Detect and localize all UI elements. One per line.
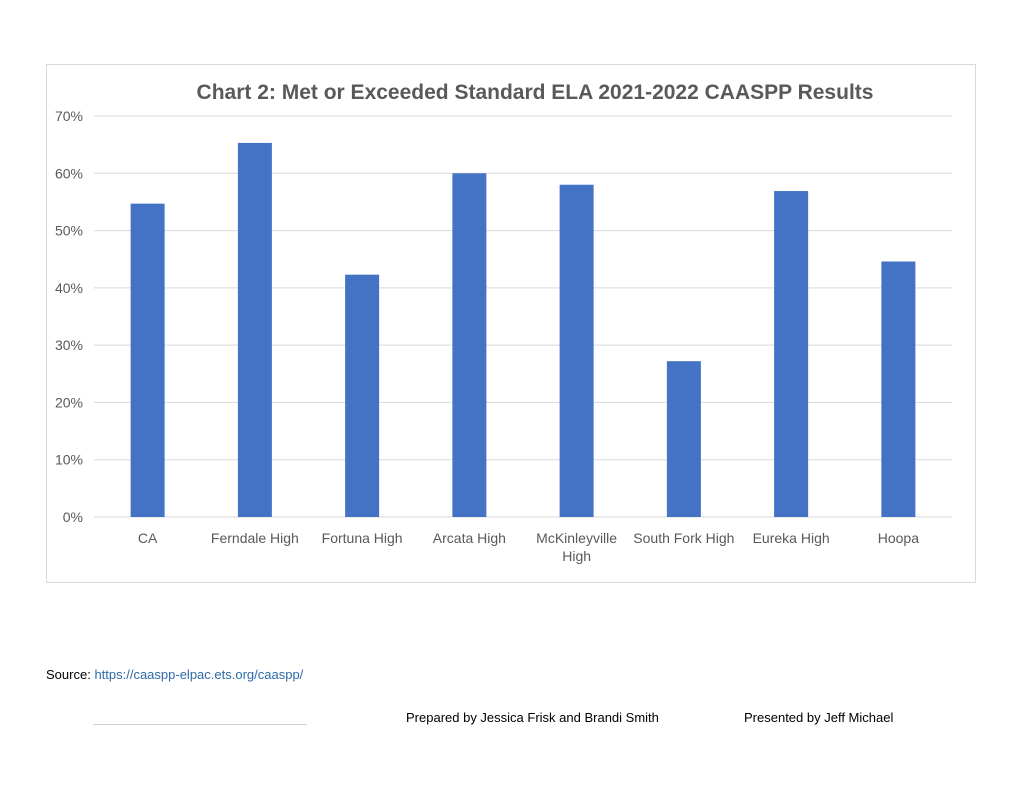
x-tick-label-line: CA <box>138 530 158 546</box>
x-tick-label-line: South Fork High <box>633 530 734 546</box>
bar-4 <box>559 184 594 517</box>
bar-3 <box>452 173 487 517</box>
bar-7 <box>881 261 916 517</box>
y-tick-label: 30% <box>55 337 83 353</box>
x-tick-label: McKinleyville High <box>536 530 617 564</box>
bar-0 <box>130 203 165 517</box>
source-link[interactable]: https://caaspp-elpac.ets.org/caaspp/ <box>94 667 304 682</box>
source-label: Source: <box>46 667 91 682</box>
y-tick-label: 50% <box>55 223 83 239</box>
x-tick-label-line: High <box>562 548 591 564</box>
x-tick-label: South Fork High <box>633 530 734 546</box>
y-tick-label: 40% <box>55 280 83 296</box>
x-tick-label-line: Ferndale High <box>211 530 299 546</box>
source-line: Source: https://caaspp-elpac.ets.org/caa… <box>46 667 303 682</box>
x-tick-label: Fortuna High <box>322 530 403 546</box>
bar-chart: Chart 2: Met or Exceeded Standard ELA 20… <box>55 81 952 564</box>
y-tick-label: 70% <box>55 108 83 124</box>
y-tick-label: 10% <box>55 452 83 468</box>
bar-1 <box>237 142 272 517</box>
x-tick-label: Arcata High <box>433 530 506 546</box>
bar-2 <box>345 274 380 517</box>
x-tick-label: Eureka High <box>753 530 830 546</box>
y-tick-label: 60% <box>55 165 83 181</box>
y-tick-label: 0% <box>63 509 83 525</box>
prepared-by-text: Prepared by Jessica Frisk and Brandi Smi… <box>406 710 659 725</box>
x-tick-label-line: Fortuna High <box>322 530 403 546</box>
bar-6 <box>774 191 809 517</box>
footer-divider <box>93 724 307 725</box>
x-tick-label-line: Hoopa <box>878 530 919 546</box>
x-tick-label: Ferndale High <box>211 530 299 546</box>
chart-title: Chart 2: Met or Exceeded Standard ELA 20… <box>197 81 874 104</box>
chart-frame: Chart 2: Met or Exceeded Standard ELA 20… <box>46 64 976 583</box>
bar-5 <box>666 361 701 517</box>
x-tick-label-line: Arcata High <box>433 530 506 546</box>
x-tick-label-line: McKinleyville <box>536 530 617 546</box>
x-tick-label: Hoopa <box>878 530 919 546</box>
x-tick-label: CA <box>138 530 158 546</box>
y-tick-label: 20% <box>55 394 83 410</box>
presented-by-text: Presented by Jeff Michael <box>744 710 894 725</box>
x-tick-label-line: Eureka High <box>753 530 830 546</box>
